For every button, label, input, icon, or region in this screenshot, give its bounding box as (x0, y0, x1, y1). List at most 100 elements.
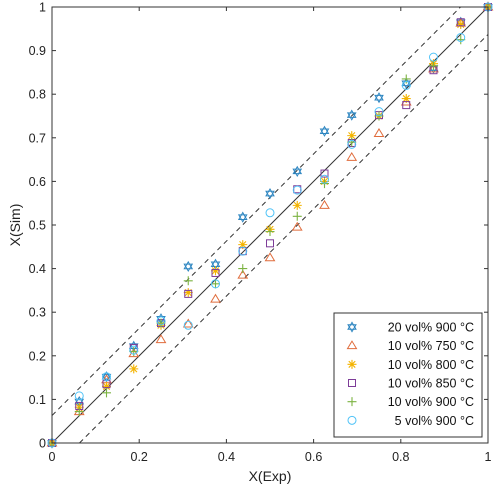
y-tick-label: 0.6 (29, 175, 46, 189)
y-axis-ticks: 0 0.1 0.2 0.3 0.4 0.5 0.6 0.7 0.8 0.9 1 (29, 1, 488, 451)
data-point (183, 276, 193, 286)
data-point (211, 268, 220, 277)
legend-label: 20 vol% 900 °C (388, 321, 474, 335)
legend-marker (347, 415, 357, 425)
data-point (184, 289, 193, 298)
data-point (346, 109, 357, 121)
x-axis-ticks: 0 0.2 0.4 0.6 0.8 1 (49, 7, 492, 464)
x-tick-label: 0.8 (392, 450, 409, 464)
data-point (292, 200, 302, 210)
data-point (182, 318, 194, 328)
data-point (183, 260, 194, 273)
data-point (347, 139, 357, 149)
data-point (265, 188, 275, 200)
data-point (74, 407, 84, 417)
data-point (291, 221, 303, 231)
data-point (102, 381, 111, 391)
y-tick-label: 0.7 (29, 131, 46, 145)
data-point (238, 264, 248, 274)
data-point (237, 211, 248, 223)
deviation-line-1 (52, 7, 461, 416)
legend-item: 5 vol% 900 °C (347, 414, 474, 428)
data-point (265, 208, 275, 218)
data-point (265, 227, 275, 237)
data-points (46, 1, 494, 449)
legend-item: 10 vol% 900 °C (347, 395, 474, 409)
data-point (456, 19, 466, 29)
data-point (211, 279, 220, 289)
data-point (292, 165, 303, 177)
data-point (319, 125, 330, 137)
data-point (429, 52, 438, 62)
x-tick-label: 0 (49, 450, 56, 464)
data-point (183, 320, 193, 330)
data-point (374, 92, 384, 104)
y-tick-label: 0.4 (29, 262, 46, 276)
data-point (428, 63, 439, 73)
legend-marker (347, 397, 357, 407)
y-tick-label: 0 (39, 437, 46, 451)
data-point (373, 127, 385, 137)
y-tick-label: 0.1 (29, 393, 46, 407)
data-point (156, 316, 166, 326)
legend-item: 10 vol% 850 °C (348, 377, 474, 391)
data-point (211, 279, 220, 289)
x-axis-label: X(Exp) (249, 468, 292, 484)
legend-marker (346, 340, 358, 350)
legend-label: 10 vol% 850 °C (388, 377, 474, 391)
data-point (320, 174, 329, 184)
x-tick-label: 0.4 (218, 450, 235, 464)
data-point (292, 185, 302, 195)
data-point (319, 199, 330, 209)
data-point (347, 131, 357, 141)
y-tick-label: 0.8 (29, 88, 46, 102)
x-tick-label: 0.2 (131, 450, 148, 464)
data-point (456, 33, 466, 43)
data-point (129, 345, 139, 355)
y-tick-label: 0.3 (29, 306, 46, 320)
y-tick-label: 1 (39, 1, 46, 15)
y-axis-label: X(Sim) (7, 204, 23, 247)
data-point (401, 80, 411, 90)
legend-item: 20 vol% 900 °C (347, 321, 474, 335)
data-point (211, 266, 220, 276)
legend-box (333, 312, 483, 438)
data-point (320, 169, 329, 178)
data-point (128, 348, 140, 358)
x-tick-label: 1 (485, 450, 492, 464)
data-point (456, 18, 465, 27)
data-point (238, 246, 248, 256)
data-point (292, 211, 302, 221)
data-point (264, 252, 276, 262)
legend-marker (347, 321, 357, 333)
legend-label: 10 vol% 800 °C (388, 358, 474, 372)
data-point (374, 107, 384, 117)
deviation-line-2 (79, 34, 488, 443)
data-point (129, 364, 139, 374)
data-point (155, 334, 167, 344)
data-point (429, 61, 438, 71)
data-point (238, 240, 248, 250)
legend-item: 10 vol% 800 °C (347, 358, 474, 372)
data-point (402, 101, 411, 110)
legend-label: 10 vol% 750 °C (388, 339, 474, 353)
data-point (74, 391, 84, 401)
y-tick-label: 0.2 (29, 349, 46, 363)
legend-marker (348, 379, 356, 387)
y-tick-label: 0.9 (29, 44, 46, 58)
series-6 (47, 2, 493, 448)
data-point (102, 388, 111, 398)
legend-item: 10 vol% 750 °C (346, 339, 474, 353)
x-tick-label: 0.6 (305, 450, 322, 464)
data-point (210, 293, 221, 303)
legend: 20 vol% 900 °C 10 vol% 750 °C 10 vol% 800 … (333, 312, 483, 438)
legend-label: 5 vol% 900 °C (395, 414, 474, 428)
data-point (346, 151, 358, 161)
legend-label: 10 vol% 900 °C (388, 395, 474, 409)
data-point (401, 94, 411, 104)
data-point (102, 372, 111, 382)
data-point (266, 239, 274, 248)
legend-marker (347, 359, 357, 369)
data-point (183, 288, 193, 298)
